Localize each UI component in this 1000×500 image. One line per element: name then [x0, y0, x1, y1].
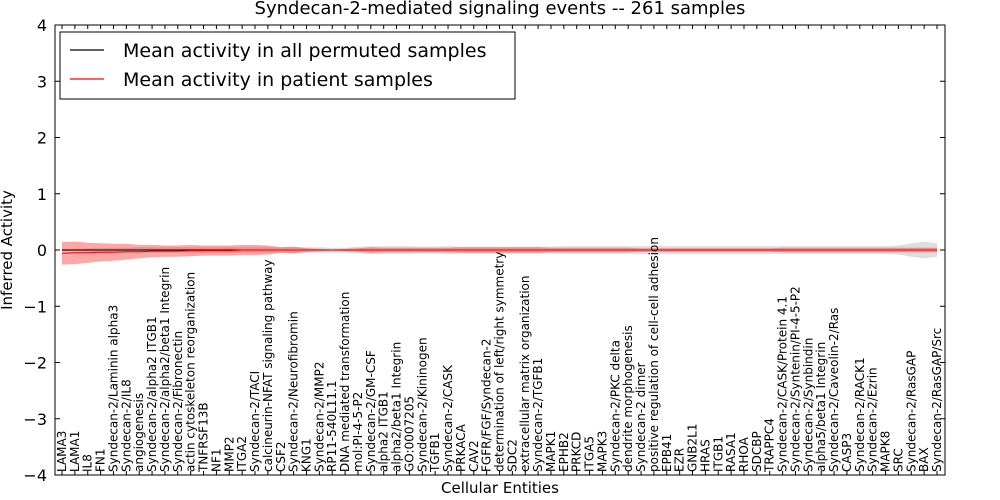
x-tick-label: dendrite morphogenesis	[621, 325, 635, 472]
x-tick-label: EZR	[673, 448, 687, 472]
legend-box	[59, 31, 516, 100]
x-tick-label: RASA1	[724, 432, 738, 472]
legend: Mean activity in all permuted samples Me…	[59, 31, 516, 100]
y-axis-label: Inferred Activity	[0, 190, 16, 310]
x-tick-label: Syndecan-2/CASK	[441, 364, 455, 472]
y-tick-label: 1	[37, 185, 47, 204]
x-tick-label: Syndecan-2/IL8	[119, 379, 133, 472]
y-tick-label: −1	[23, 297, 47, 316]
x-tick-label: positive regulation of cell-cell adhesio…	[647, 237, 661, 472]
x-tick-label: Syndecan-2/Synbindin	[801, 338, 815, 472]
x-tick-label: Syndecan-2/Syntenin/PI-4-5-P2	[789, 286, 803, 472]
x-tick-label: Syndecan-2/alpha2/beta1 Integrin	[158, 267, 172, 472]
x-tick-label: MAPK3	[595, 431, 609, 472]
x-tick-label: ITGA2	[235, 436, 249, 472]
x-tick-label: RHOA	[737, 436, 751, 472]
x-tick-label: FN1	[94, 448, 108, 472]
legend-label-patient: Mean activity in patient samples	[123, 69, 433, 91]
series-line-patient	[61, 249, 937, 254]
x-tick-label: PRKCD	[570, 432, 584, 472]
x-tick-label: ITGB1	[711, 436, 725, 472]
x-tick-label: Syndecan-2/PKC delta	[608, 340, 622, 472]
x-tick-label: SDC2	[505, 439, 519, 472]
y-tick-label: 3	[37, 72, 47, 91]
y-tick-label: −4	[23, 466, 47, 485]
x-tick-label: KNG1	[300, 438, 314, 472]
x-tick-label: alpha2 ITGB1	[377, 391, 391, 472]
x-tick-label: CSF2	[274, 441, 288, 472]
x-tick-label: Syndecan-2/Caveolin-2/Ras	[827, 308, 841, 472]
x-tick-label: Syndecan-2/RACK1	[853, 357, 867, 472]
x-tick-label: SRC	[891, 448, 905, 472]
x-tick-label: CAV2	[467, 440, 481, 472]
x-tick-label: GNB2L1	[686, 424, 700, 472]
x-tick-label: Syndecan-2/RasGAP	[904, 351, 918, 472]
x-tick-label: TNFRSF13B	[197, 402, 211, 473]
legend-label-permuted: Mean activity in all permuted samples	[123, 40, 486, 62]
x-tick-label: calcineurin-NFAT signaling pathway	[261, 259, 275, 472]
x-axis-label: Cellular Entities	[441, 479, 559, 497]
x-tick-label: IL8	[81, 454, 95, 472]
x-tick-label: Syndecan-2/alpha2 ITGB1	[145, 316, 159, 472]
x-tick-label: MAPK8	[879, 431, 893, 472]
x-tick-label: LAMA1	[68, 431, 82, 472]
x-tick-label: Syndecan-2/RasGAP/Src	[930, 328, 944, 472]
x-tick-label: Syndecan-2/Neurofibromin	[287, 311, 301, 472]
y-tick-label: −3	[23, 410, 47, 429]
x-tick-label: MMP2	[222, 436, 236, 472]
x-tick-label: Syndecan-2/CASK/Protein 4.1	[776, 296, 790, 472]
x-tick-label: DNA mediated transformation	[338, 292, 352, 472]
y-axis-ticks: −4 −3 −2 −1 0 1 2 3 4	[23, 16, 945, 485]
x-tick-label: Syndecan-2 dimer	[634, 362, 648, 472]
x-tick-label: ITGA5	[583, 436, 597, 472]
x-tick-label: Syndecan-2/GM-CSF	[364, 350, 378, 472]
x-tick-label: angiogenesis	[132, 393, 146, 472]
x-tick-label: Syndecan-2/Ezrin	[866, 367, 880, 472]
x-tick-label: actin cytoskeleton reorganization	[184, 272, 198, 472]
x-tick-label: Syndecan-2/Laminin alpha3	[107, 305, 121, 472]
x-tick-label: alpha5/beta1 Integrin	[814, 342, 828, 472]
band-patient	[62, 241, 937, 265]
x-tick-label: CASP3	[840, 433, 854, 472]
x-tick-label: EPB41	[660, 434, 674, 472]
y-tick-label: 2	[37, 129, 47, 148]
x-tick-label: SDCBP	[750, 431, 764, 472]
y-tick-label: −2	[23, 354, 47, 373]
x-tick-label: extracellular matrix organization	[518, 276, 532, 473]
x-tick-label: Syndecan-2/Fibronectin	[171, 331, 185, 472]
x-tick-label: MAPK1	[544, 431, 558, 472]
x-tick-label: alpha2/beta1 Integrin	[390, 342, 404, 472]
x-tick-label: Syndecan-2/Kininogen	[415, 337, 429, 472]
x-tick-label: GO:0007205	[402, 396, 416, 472]
y-tick-label: 4	[37, 16, 47, 35]
x-tick-label: EPHB2	[557, 432, 571, 472]
x-tick-label: Syndecan-2/TACI	[248, 371, 262, 472]
x-tick-label: mol:PI-4-5-P2	[351, 392, 365, 472]
x-tick-label: Syndecan-2/TGFB1	[531, 358, 545, 472]
x-tick-label: NF1	[209, 448, 223, 472]
y-tick-label: 0	[37, 241, 47, 260]
x-tick-label: TRAPPC4	[763, 418, 777, 473]
series-lines	[61, 249, 937, 254]
x-tick-label: PRKACA	[454, 423, 468, 472]
chart-title: Syndecan-2-mediated signaling events -- …	[255, 0, 746, 19]
x-tick-label: TGFB1	[428, 433, 442, 473]
x-tick-label: RP11-540L11.1	[325, 381, 339, 472]
x-tick-label: Syndecan-2/MMP2	[312, 362, 326, 472]
x-tick-label: FGFR/FGF/Syndecan-2	[480, 339, 494, 472]
x-tick-label: BAX	[917, 447, 931, 472]
x-tick-label: determination of left/right symmetry	[493, 252, 507, 472]
x-tick-label: LAMA3	[55, 431, 69, 472]
x-tick-label: HRAS	[698, 439, 712, 472]
plot-frame	[54, 24, 946, 476]
